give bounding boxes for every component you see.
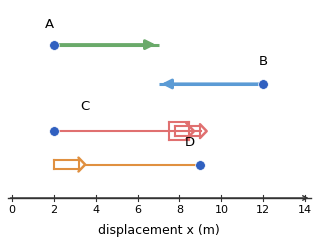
- Text: 2: 2: [50, 205, 57, 215]
- Text: 14: 14: [298, 205, 312, 215]
- Text: D: D: [185, 136, 195, 149]
- Text: B: B: [259, 55, 268, 68]
- Text: 6: 6: [134, 205, 141, 215]
- Text: A: A: [45, 18, 54, 31]
- Text: 8: 8: [176, 205, 183, 215]
- Text: 12: 12: [256, 205, 270, 215]
- Text: displacement x (m): displacement x (m): [98, 223, 219, 237]
- Text: 0: 0: [8, 205, 15, 215]
- Text: 4: 4: [92, 205, 99, 215]
- Text: 10: 10: [214, 205, 228, 215]
- Text: C: C: [81, 100, 90, 114]
